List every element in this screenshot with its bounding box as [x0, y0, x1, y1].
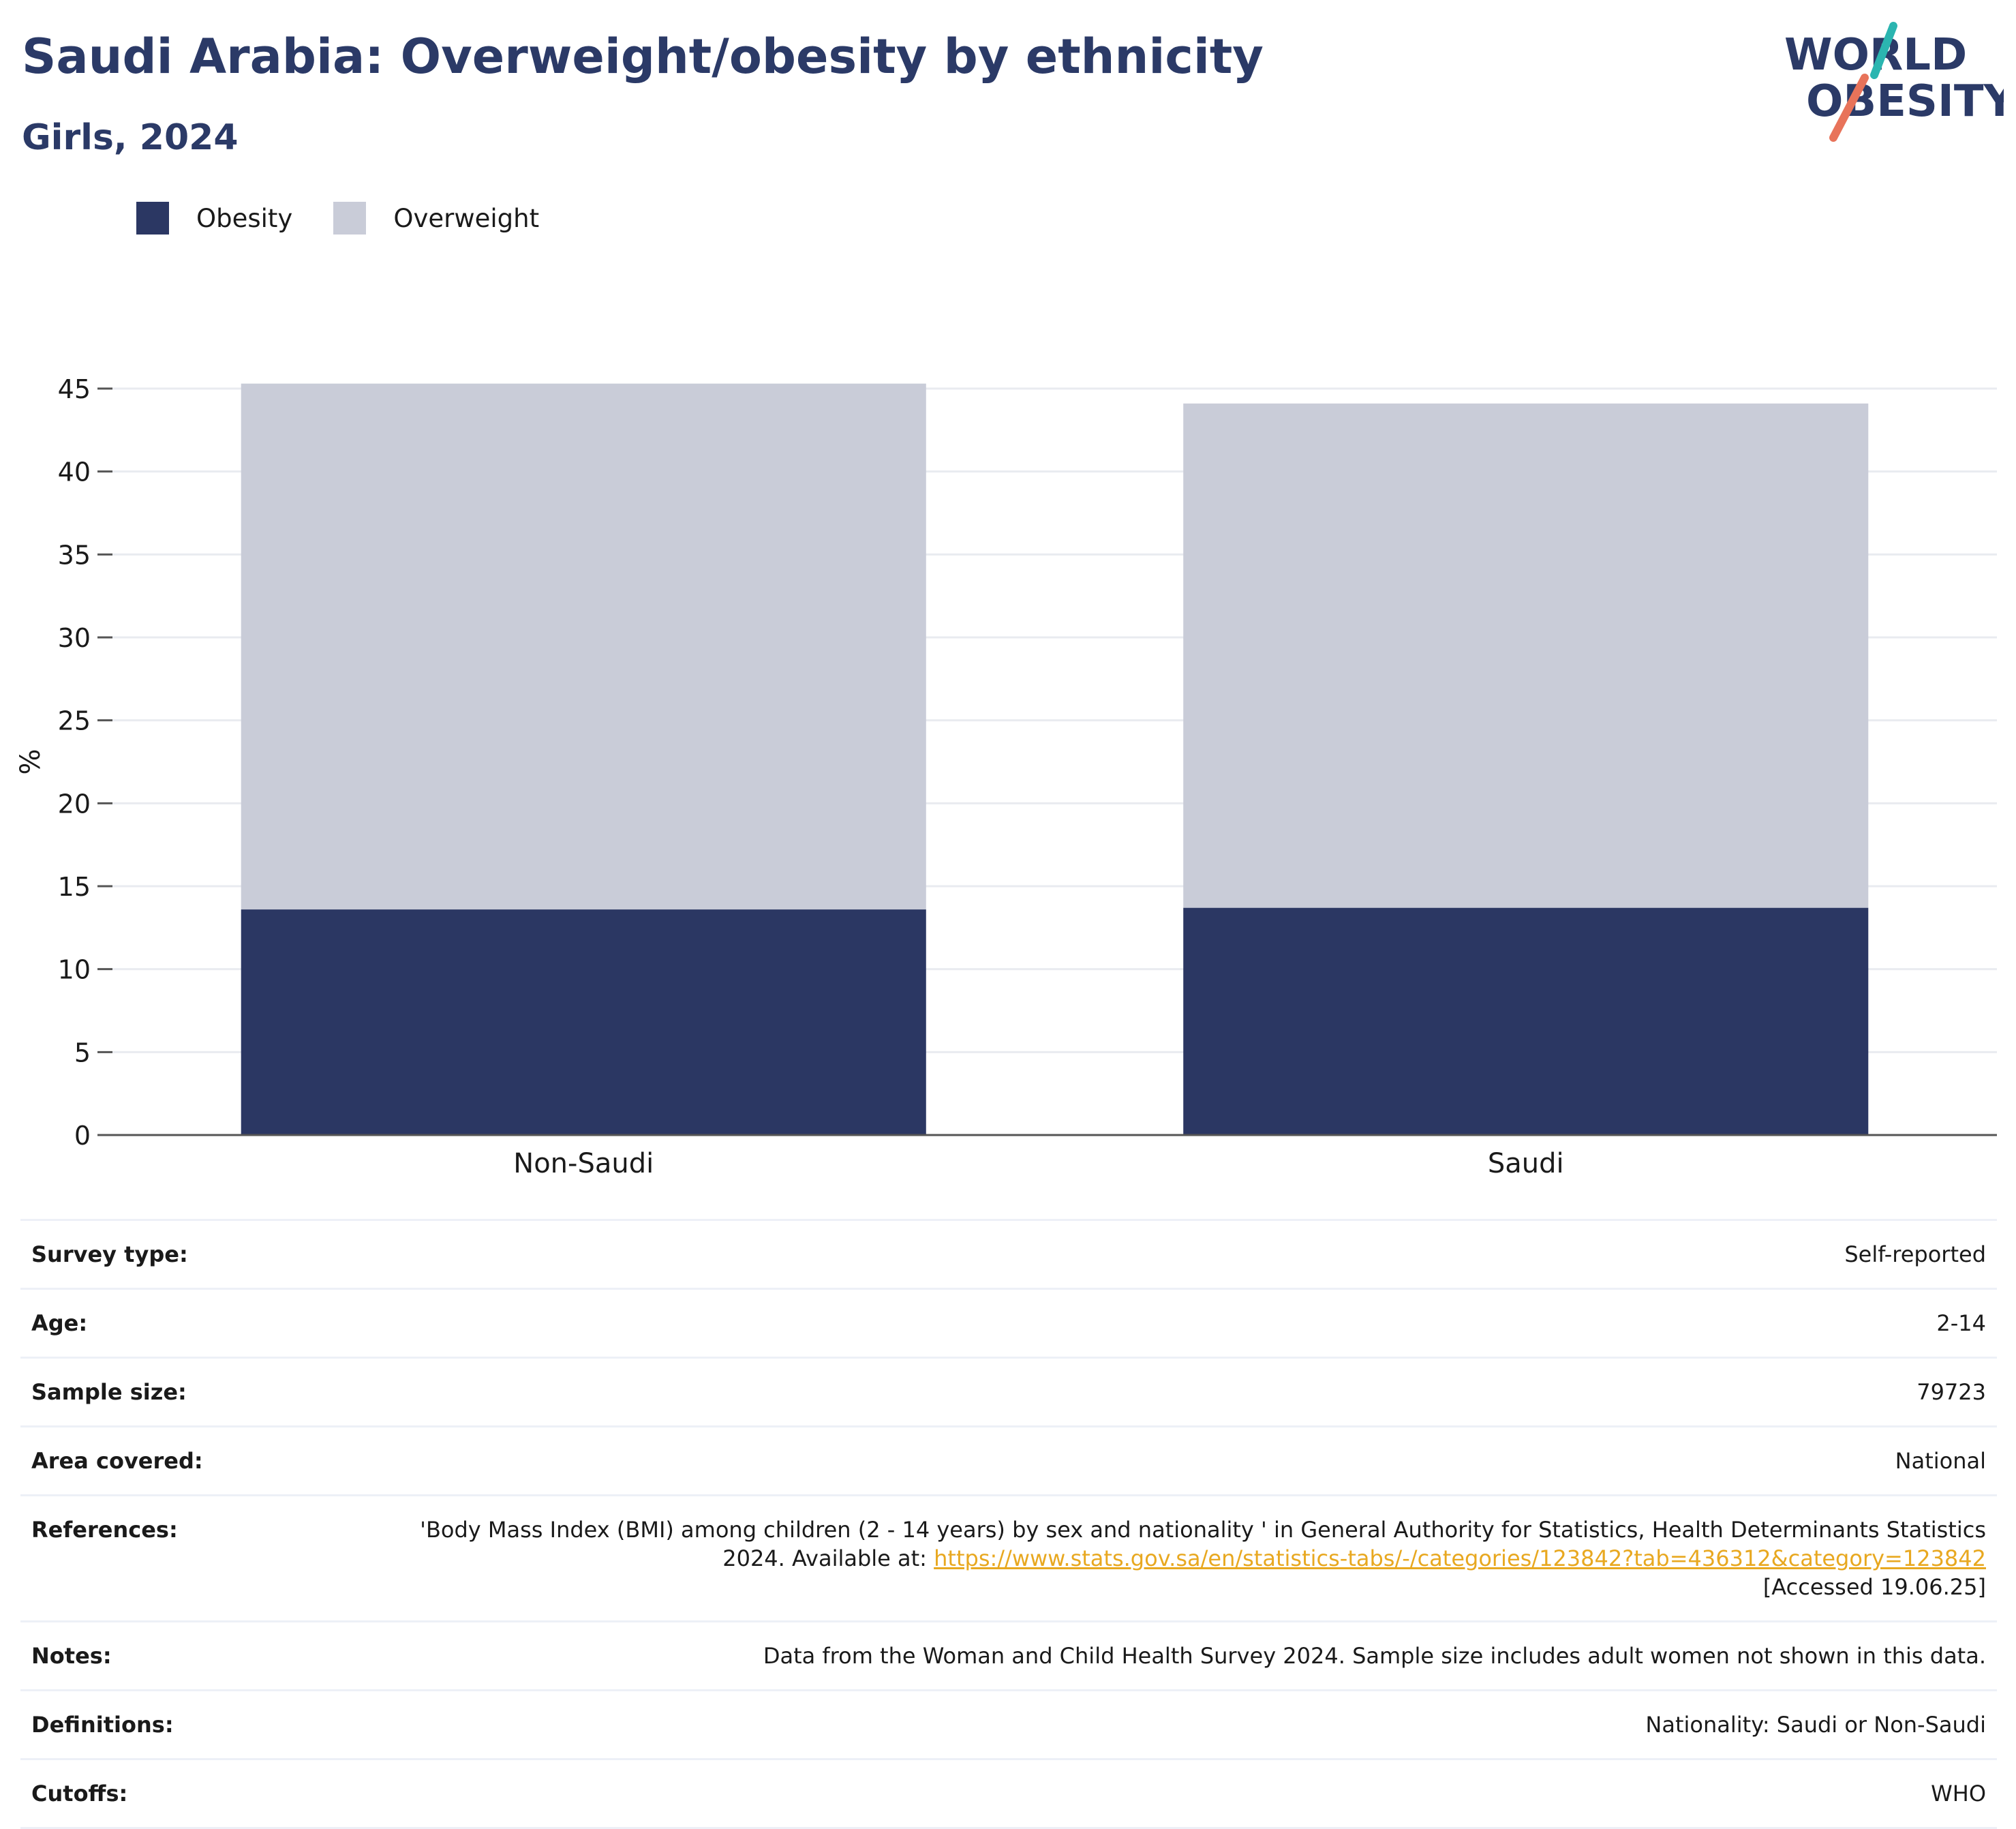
bar-overweight-non-saudi[interactable]: [241, 383, 926, 910]
stacked-bar-chart: 0 5 10 15 20 25 30 35 40 45 Non-Saudi Saudi %: [15, 374, 1997, 1179]
reference-link[interactable]: https://www.stats.gov.sa/en/statistics-t…: [934, 1545, 1986, 1571]
info-row-references: References: 'Body Mass Index (BMI) among…: [20, 1494, 1997, 1622]
y-axis-label: %: [15, 749, 46, 774]
info-value: 2-14: [383, 1288, 1997, 1359]
y-tick-label: 30: [58, 623, 91, 653]
legend-label-overweight: Overweight: [393, 203, 540, 233]
bar-overweight-saudi[interactable]: [1183, 403, 1869, 908]
bar-obesity-non-saudi[interactable]: [241, 909, 926, 1135]
info-value: Data from the Woman and Child Health Sur…: [383, 1620, 1997, 1691]
info-value: 'Body Mass Index (BMI) among children (2…: [383, 1494, 1997, 1622]
legend-swatch-obesity: [136, 202, 169, 235]
reference-text: 'Body Mass Index (BMI) among children (2…: [420, 1517, 1986, 1571]
info-value: National: [383, 1425, 1997, 1496]
info-value: 79723: [383, 1357, 1997, 1427]
y-tick-label: 25: [58, 706, 91, 736]
y-tick-label: 35: [58, 540, 91, 570]
info-value: Self-reported: [383, 1219, 1997, 1290]
y-tick-label: 20: [58, 789, 91, 819]
y-tick-label: 10: [58, 955, 91, 985]
x-axis-labels: Non-Saudi Saudi: [513, 1148, 1563, 1179]
bar-obesity-saudi[interactable]: [1183, 907, 1869, 1135]
info-label: References:: [20, 1494, 383, 1622]
bars: [241, 383, 1869, 1135]
logo-text-obesity: OBESITY: [1806, 76, 2004, 127]
y-tick-label: 0: [74, 1121, 91, 1151]
info-row-survey-type: Survey type: Self-reported: [20, 1219, 1997, 1290]
info-row-age: Age: 2-14: [20, 1288, 1997, 1359]
survey-info-table: Survey type: Self-reported Age: 2-14 Sam…: [20, 1219, 1997, 1829]
chart-subtitle: Girls, 2024: [22, 117, 239, 158]
y-tick-label: 15: [58, 872, 91, 902]
x-tick-label: Non-Saudi: [513, 1148, 654, 1179]
info-row-area-covered: Area covered: National: [20, 1425, 1997, 1496]
legend-label-obesity: Obesity: [196, 203, 293, 233]
info-label: Area covered:: [20, 1425, 383, 1496]
info-label: Notes:: [20, 1620, 383, 1691]
info-label: Cutoffs:: [20, 1758, 383, 1829]
legend-item-overweight[interactable]: Overweight: [333, 202, 539, 235]
info-label: Survey type:: [20, 1219, 383, 1290]
world-obesity-logo: WORLD OBESITY: [1784, 22, 2004, 142]
info-value: WHO: [383, 1758, 1997, 1829]
x-tick-label: Saudi: [1488, 1148, 1564, 1179]
legend-swatch-overweight: [333, 202, 367, 235]
y-tick-label: 40: [58, 457, 91, 487]
logo-slash-coral: [1829, 74, 1869, 142]
y-tick-label: 5: [74, 1038, 91, 1068]
info-row-definitions: Definitions: Nationality: Saudi or Non-S…: [20, 1689, 1997, 1760]
info-row-notes: Notes: Data from the Woman and Child Hea…: [20, 1620, 1997, 1691]
y-tick-label: 45: [58, 374, 91, 404]
logo-slash-teal: [1870, 22, 1897, 79]
reference-accessed: [Accessed 19.06.25]: [1762, 1574, 1986, 1600]
info-row-sample-size: Sample size: 79723: [20, 1357, 1997, 1427]
info-label: Definitions:: [20, 1689, 383, 1760]
info-label: Sample size:: [20, 1357, 383, 1427]
chart-title: Saudi Arabia: Overweight/obesity by ethn…: [22, 29, 1264, 85]
info-label: Age:: [20, 1288, 383, 1359]
legend-item-obesity[interactable]: Obesity: [136, 202, 292, 235]
info-row-cutoffs: Cutoffs: WHO: [20, 1758, 1997, 1829]
chart-legend: Obesity Overweight: [136, 202, 580, 235]
info-value: Nationality: Saudi or Non-Saudi: [383, 1689, 1997, 1760]
y-axis-ticks: 0 5 10 15 20 25 30 35 40 45: [58, 374, 112, 1151]
